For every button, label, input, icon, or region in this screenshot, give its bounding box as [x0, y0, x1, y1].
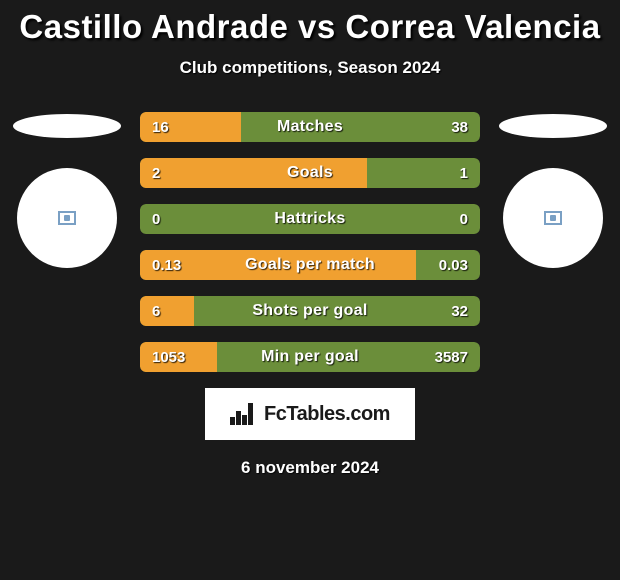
stat-label: Shots per goal	[140, 296, 480, 326]
nation-flag-right	[499, 114, 607, 138]
stat-row: 632Shots per goal	[140, 296, 480, 326]
player-photo-left	[17, 168, 117, 268]
snapshot-date: 6 november 2024	[0, 458, 620, 478]
stat-row: 0.130.03Goals per match	[140, 250, 480, 280]
stat-label: Goals per match	[140, 250, 480, 280]
image-placeholder-icon	[58, 211, 76, 225]
player-photo-right	[503, 168, 603, 268]
stat-bars: 1638Matches 21Goals 00Hattricks 0.130.03Goa…	[140, 112, 480, 372]
image-placeholder-icon	[544, 211, 562, 225]
nation-flag-left	[13, 114, 121, 138]
stat-label: Matches	[140, 112, 480, 142]
page-title: Castillo Andrade vs Correa Valencia	[0, 8, 620, 46]
content-row: 1638Matches 21Goals 00Hattricks 0.130.03Goa…	[0, 112, 620, 372]
stat-label: Hattricks	[140, 204, 480, 234]
stat-row: 10533587Min per goal	[140, 342, 480, 372]
brand-text: FcTables.com	[264, 403, 390, 426]
stat-row: 21Goals	[140, 158, 480, 188]
page-subtitle: Club competitions, Season 2024	[0, 58, 620, 78]
comparison-card: Castillo Andrade vs Correa Valencia Club…	[0, 0, 620, 478]
player-right-col	[498, 112, 608, 268]
stat-row: 1638Matches	[140, 112, 480, 142]
stat-label: Min per goal	[140, 342, 480, 372]
brand-logo: FcTables.com	[205, 388, 415, 440]
player-left-col	[12, 112, 122, 268]
stat-label: Goals	[140, 158, 480, 188]
stat-row: 00Hattricks	[140, 204, 480, 234]
bar-chart-icon	[230, 403, 258, 425]
